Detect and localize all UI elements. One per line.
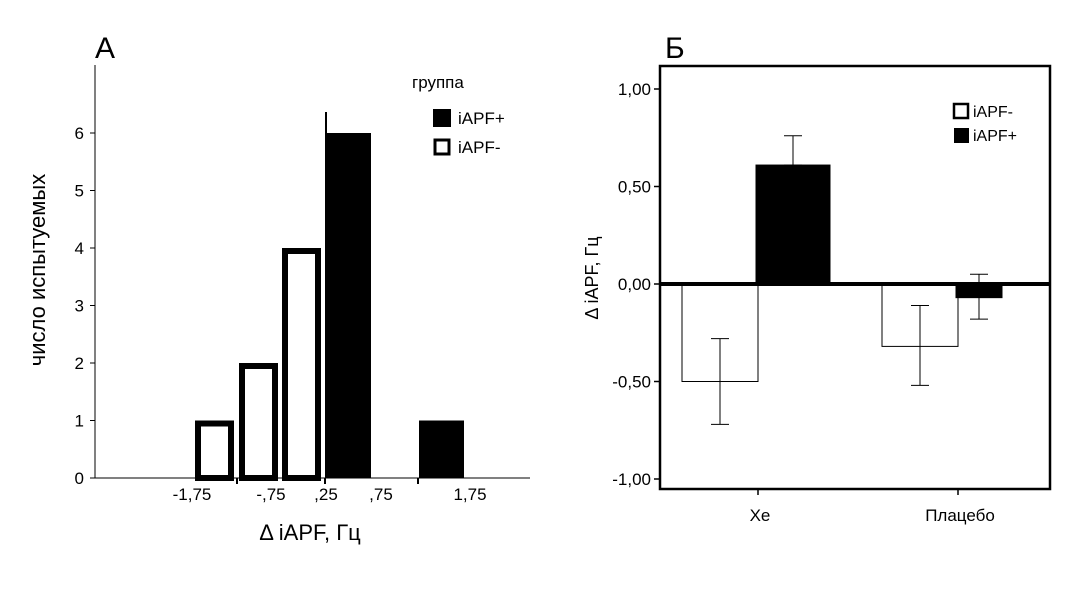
y-tick-label: 0 [75,469,84,488]
panel-b-label: Б [665,32,685,65]
bar-iapf-plus [326,133,371,478]
legend-b-label-iapf-plus: iAPF+ [973,128,1017,145]
bar-iapf-minus [239,363,278,481]
bar-iapf-plus [755,164,831,285]
panel-b-y-ticks: -1,00 -0,50 0,00 0,50 1,00 [612,80,660,489]
x-tick-label: Плацебо [925,506,995,525]
y-tick-label: 6 [75,124,84,143]
bar-iapf-plus [419,420,464,478]
y-tick-label: 3 [75,297,84,316]
x-tick-label: ,25 [314,485,338,504]
panel-a-y-ticks: 0 1 2 3 4 5 6 [75,124,95,488]
legend-b-swatch-iapf-minus [952,102,970,120]
y-tick-label: 0,00 [618,275,651,294]
panel-a-legend-title: группа [412,73,464,92]
panel-b-legend: iAPF- iAPF+ [952,102,1017,145]
legend-swatch-iapf-minus [433,138,451,156]
y-tick-label: 1,00 [618,80,651,99]
panel-b: Б -1,00 -0,50 0,00 0,50 1,00 Xe Плацебо Δ iAP… [582,32,1052,525]
y-tick-label: 4 [75,239,84,258]
panel-b-y-label: Δ iAPF, Гц [582,236,602,319]
bar-iapf-minus [195,420,234,481]
panel-a-x-label: Δ iAPF, Гц [259,520,361,545]
y-tick-label: 2 [75,354,84,373]
panel-a: А 0 1 2 3 4 5 6 -1,75 -,75 ,25 ,75 1,75 число испы… [25,32,530,545]
y-tick-label: -1,00 [612,470,651,489]
y-tick-label: 1 [75,412,84,431]
y-tick-label: -0,50 [612,373,651,392]
legend-label-iapf-minus: iAPF- [458,138,501,157]
legend-swatch-iapf-plus [433,109,451,127]
y-tick-label: 5 [75,182,84,201]
panel-b-bars [660,135,1050,425]
x-tick-label: ,75 [369,485,393,504]
y-tick-label: 0,50 [618,178,651,197]
legend-label-iapf-plus: iAPF+ [458,109,505,128]
legend-b-label-iapf-minus: iAPF- [973,104,1013,121]
panel-a-y-label: число испытуемых [25,174,50,366]
panel-b-frame [658,64,1052,491]
panel-a-label: А [95,32,115,65]
x-tick-label: 1,75 [453,485,486,504]
x-tick-label: -1,75 [173,485,212,504]
panel-a-x-ticks: -1,75 -,75 ,25 ,75 1,75 [173,478,487,504]
legend-b-swatch-iapf-plus [954,128,969,143]
bar-iapf-minus [282,248,321,481]
x-tick-label: -,75 [256,485,285,504]
panel-a-bars [195,112,464,481]
panel-a-legend: группа iAPF+ iAPF- [412,73,505,157]
x-tick-label: Xe [750,506,771,525]
panel-b-x-ticks: Xe Плацебо [750,489,995,525]
